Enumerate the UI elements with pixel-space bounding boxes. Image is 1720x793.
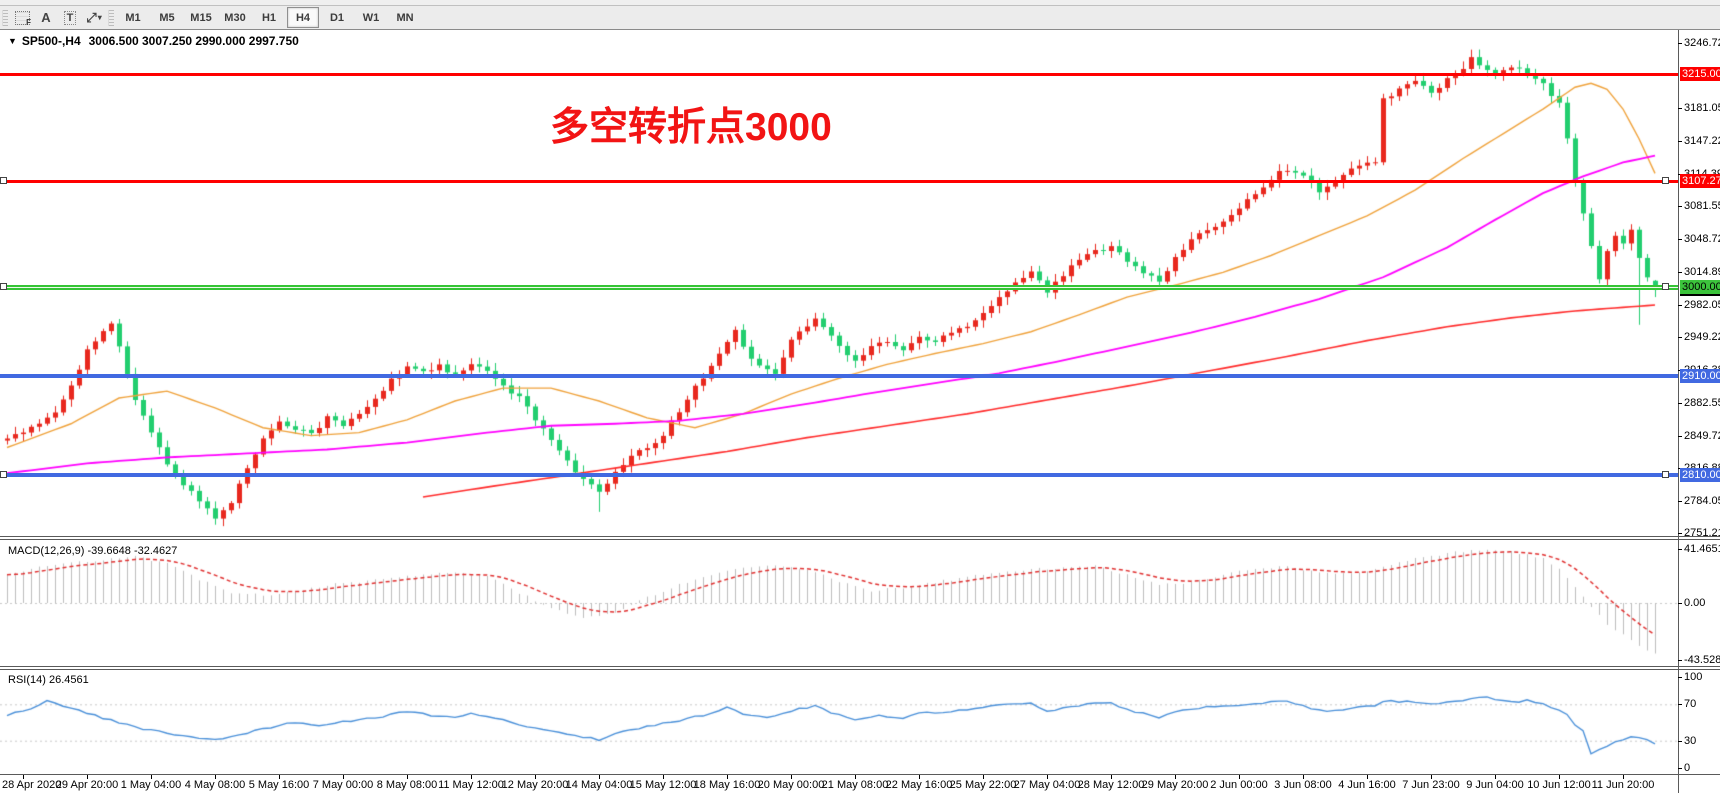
price-tick-label: 2784.050 xyxy=(1684,494,1720,507)
line-handle-right[interactable] xyxy=(1662,283,1669,291)
ohlc-values: 3006.500 3007.250 2990.000 2997.750 xyxy=(88,34,299,48)
price-badge-2910-000: 2910.000 xyxy=(1680,369,1720,384)
time-tick-label: 21 May 08:00 xyxy=(821,779,889,791)
time-tick-label: 7 Jun 23:00 xyxy=(1402,779,1460,791)
price-tick-label: 2751.215 xyxy=(1684,527,1720,540)
text-tool-icon[interactable]: A xyxy=(41,10,51,25)
panel-separator xyxy=(0,539,1720,540)
time-tick-label: 4 May 08:00 xyxy=(184,779,246,791)
horizontal-line-3107-273[interactable] xyxy=(0,177,1678,185)
time-tick-label: 10 Jun 12:00 xyxy=(1527,779,1591,791)
time-tick-label: 28 May 12:00 xyxy=(1077,779,1145,791)
macd-tick-label: 0.00 xyxy=(1684,597,1706,609)
horizontal-line-3215[interactable] xyxy=(0,72,1678,76)
time-tick-label: 8 May 08:00 xyxy=(376,779,438,791)
menu-strip xyxy=(0,0,1720,6)
time-tick-label: 22 May 16:00 xyxy=(885,779,953,791)
timeframe-button-w1[interactable]: W1 xyxy=(362,11,380,24)
dropdown-caret-icon[interactable]: ▾ xyxy=(97,13,102,22)
arrow-tools-icon[interactable]: ⤢ ▾ xyxy=(86,9,102,25)
rsi-tick-label: 30 xyxy=(1684,734,1697,747)
rsi-tick-label: 0 xyxy=(1684,762,1691,774)
price-axis-border xyxy=(1678,30,1679,793)
price-badge-3215-000: 3215.000 xyxy=(1680,67,1720,82)
panel-separator xyxy=(0,669,1720,670)
timeframe-button-m30[interactable]: M30 xyxy=(224,11,246,24)
price-tick-label: 3014.890 xyxy=(1684,266,1720,279)
time-tick-label: 29 Apr 20:00 xyxy=(55,779,119,791)
price-badge-3107-273: 3107.273 xyxy=(1680,174,1720,189)
price-tick-label: 3147.225 xyxy=(1684,135,1720,148)
time-tick-label: 9 Jun 04:00 xyxy=(1466,779,1524,791)
time-tick-label: 25 May 22:00 xyxy=(949,779,1017,791)
horizontal-line-2810[interactable] xyxy=(0,471,1678,479)
price-chart-canvas[interactable] xyxy=(0,30,1678,536)
price-tick-label: 3048.720 xyxy=(1684,232,1720,245)
price-tick-label: 3181.055 xyxy=(1684,101,1720,114)
price-tick-label: 2849.720 xyxy=(1684,429,1720,442)
time-tick-label: 2 Jun 00:00 xyxy=(1210,779,1268,791)
panel-separator[interactable] xyxy=(0,666,1720,667)
toolbar-divider xyxy=(0,29,1720,30)
time-tick-label: 1 May 04:00 xyxy=(120,779,182,791)
time-tick-label: 12 May 20:00 xyxy=(501,779,569,791)
timeframe-button-m1[interactable]: M1 xyxy=(125,11,141,24)
timeframe-button-m5[interactable]: M5 xyxy=(159,11,175,24)
time-tick-label: 11 May 12:00 xyxy=(438,779,504,791)
time-tick-label: 4 Jun 16:00 xyxy=(1338,779,1396,791)
rsi-tick-label: 100 xyxy=(1684,671,1703,683)
panel-separator[interactable] xyxy=(0,536,1720,537)
price-tick-label: 2982.055 xyxy=(1684,298,1720,311)
line-handle-left[interactable] xyxy=(0,177,7,185)
timeframe-button-mn[interactable]: MN xyxy=(396,11,414,24)
line-handle-right[interactable] xyxy=(1662,177,1669,185)
time-tick-label: 11 Jun 20:00 xyxy=(1591,779,1655,791)
price-tick-label: 3246.725 xyxy=(1684,37,1720,49)
time-tick-label: 18 May 16:00 xyxy=(693,779,761,791)
time-tick-label: 28 Apr 2020 xyxy=(2,779,62,791)
macd-indicator-label: MACD(12,26,9) -39.6648 -32.4627 xyxy=(8,545,178,557)
time-tick-label: 15 May 12:00 xyxy=(629,779,697,791)
symbol-period-label: SP500-,H4 xyxy=(21,34,81,48)
chart-annotation-text[interactable]: 多空转折点3000 xyxy=(550,106,832,149)
time-tick-label: 20 May 00:00 xyxy=(757,779,825,791)
horizontal-line-3000[interactable] xyxy=(0,283,1678,291)
rsi-tick-label: 70 xyxy=(1684,698,1697,711)
text-label-tool-icon[interactable]: T xyxy=(59,8,81,27)
price-badge-3000-000: 3000.000 xyxy=(1680,280,1720,295)
horizontal-line-2910[interactable] xyxy=(0,374,1678,379)
rsi-panel-canvas[interactable] xyxy=(0,670,1678,774)
fibonacci-tool-icon[interactable]: F xyxy=(11,8,33,27)
macd-panel-canvas[interactable] xyxy=(0,540,1678,666)
time-tick-label: 5 May 16:00 xyxy=(248,779,310,791)
time-tick-label: 3 Jun 08:00 xyxy=(1274,779,1332,791)
time-tick-label: 27 May 04:00 xyxy=(1013,779,1081,791)
time-tick-label: 14 May 04:00 xyxy=(565,779,633,791)
toolbar-drag-handle[interactable] xyxy=(108,9,114,26)
panel-separator xyxy=(0,774,1720,775)
time-tick-label: 7 May 00:00 xyxy=(312,779,374,791)
line-handle-left[interactable] xyxy=(0,283,7,291)
timeframe-button-m15[interactable]: M15 xyxy=(190,11,212,24)
toolbar: F A T ⤢ ▾ M1 M5 M15 M30 H1 H4 D1 W1 MN xyxy=(0,6,1720,29)
line-handle-left[interactable] xyxy=(0,471,7,479)
macd-tick-label: 41.4651 xyxy=(1684,543,1720,555)
toolbar-drag-handle[interactable] xyxy=(2,9,8,26)
time-tick-label: 29 May 20:00 xyxy=(1141,779,1209,791)
price-tick-label: 2882.555 xyxy=(1684,397,1720,410)
price-tick-label: 2949.220 xyxy=(1684,331,1720,344)
collapse-triangle-icon[interactable]: ▼ xyxy=(8,36,17,46)
timeframe-button-h1[interactable]: H1 xyxy=(261,11,277,24)
timeframe-button-d1[interactable]: D1 xyxy=(329,11,345,24)
price-tick-label: 3081.555 xyxy=(1684,200,1720,213)
price-badge-2810-000: 2810.000 xyxy=(1680,468,1720,483)
chart-header: ▼ SP500-,H4 3006.500 3007.250 2990.000 2… xyxy=(8,34,299,48)
rsi-indicator-label: RSI(14) 26.4561 xyxy=(8,674,89,686)
line-handle-right[interactable] xyxy=(1662,471,1669,479)
timeframe-button-h4[interactable]: H4 xyxy=(287,7,319,28)
